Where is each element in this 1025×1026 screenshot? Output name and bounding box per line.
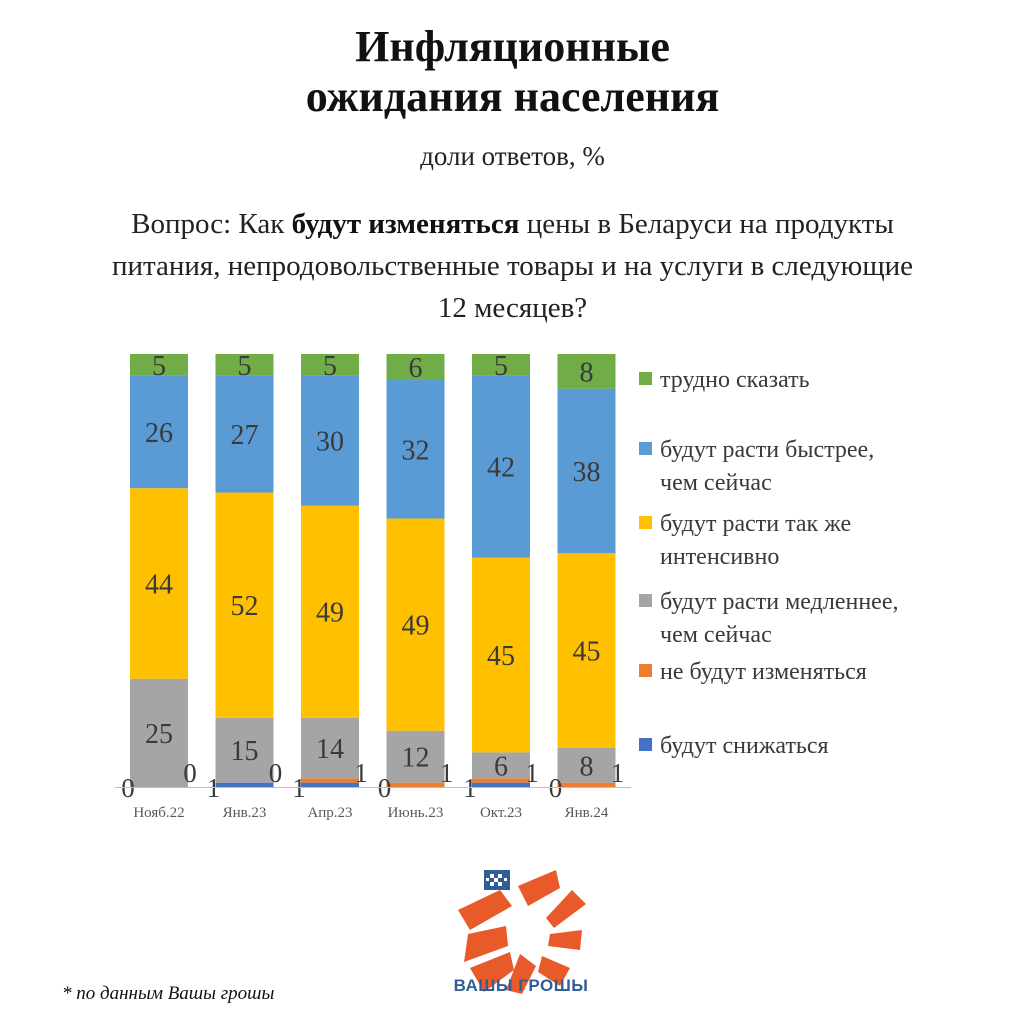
title-line-2: ожидания населения [305, 72, 720, 121]
bar-segment [301, 778, 359, 783]
logo-segment-7 [546, 890, 586, 928]
data-label: 25 [145, 719, 173, 750]
logo-text: ВАШЫ ГРОШЫ [453, 976, 589, 995]
legend-swatch [639, 738, 652, 751]
bar-segment [472, 752, 530, 779]
bar-segment [215, 354, 274, 376]
legend-label: будут расти так же интенсивно [660, 511, 851, 570]
bar-segment [472, 778, 530, 783]
bar-segment [301, 354, 359, 376]
data-label: 8 [580, 751, 594, 782]
logo-segment-8 [518, 870, 560, 906]
title-line-1: Инфляционные [355, 22, 670, 71]
logo-segment-4 [506, 954, 536, 994]
data-label: 32 [402, 435, 430, 466]
x-tick-label: Июнь.23 [388, 805, 444, 821]
legend-swatch [639, 442, 652, 455]
bar-segment [215, 717, 274, 783]
data-label-low: 1 [440, 758, 454, 788]
question-prefix: Вопрос: Как [131, 208, 292, 240]
bar-segment [215, 375, 274, 493]
data-label: 49 [316, 598, 344, 629]
data-label: 15 [231, 736, 259, 767]
bar-segment [386, 730, 445, 783]
data-label-low: 0 [269, 758, 283, 788]
legend-label: будут расти быстрее, чем сейчас [660, 437, 874, 496]
legend-label: не будут изменяться [660, 659, 867, 685]
source-footnote: * по данным Вашы грошы [62, 983, 275, 1004]
data-label: 14 [316, 734, 344, 765]
x-tick-label: Окт.23 [480, 805, 522, 821]
logo-segment-2 [464, 926, 508, 962]
question-bold: будут изменяться [291, 208, 520, 240]
bar-segment [215, 492, 274, 718]
data-label: 12 [402, 743, 430, 774]
x-tick-label: Апр.23 [307, 805, 352, 821]
bar-segment [301, 782, 359, 787]
logo-segment-1 [458, 890, 512, 930]
data-label: 45 [573, 637, 601, 668]
x-tick-label: Нояб.22 [133, 805, 184, 821]
legend-swatch [639, 516, 652, 529]
data-label: 45 [487, 641, 515, 672]
chart-subtitle: доли ответов, % [420, 141, 605, 171]
logo-segment-5 [538, 956, 570, 986]
bar-segment [557, 748, 616, 783]
bar-segment [386, 354, 445, 380]
bar-segment [386, 782, 445, 787]
data-label-low: 1 [611, 758, 625, 788]
data-label-low: 0 [183, 758, 197, 788]
bar-segment [301, 375, 359, 506]
chart-title: Инфляционные ожидания населения [0, 22, 1025, 122]
data-label: 38 [573, 457, 601, 488]
legend-label: будут расти медленнее, чем сейчас [660, 589, 898, 648]
bar-segment [557, 553, 616, 749]
bar-segment [386, 379, 445, 519]
legend-swatch [639, 594, 652, 607]
x-tick-label: Янв.23 [223, 805, 267, 821]
data-label: 5 [494, 351, 508, 382]
data-label: 5 [323, 351, 337, 382]
data-label: 5 [238, 351, 252, 382]
legend-swatch [639, 372, 652, 385]
bar-segment [386, 518, 445, 731]
data-label: 49 [402, 611, 430, 642]
bar-segment [557, 782, 616, 787]
data-label: 27 [231, 420, 259, 451]
legend-swatch [639, 664, 652, 677]
legend-label: будут снижаться [660, 733, 829, 759]
data-label: 5 [152, 351, 166, 382]
logo-segment-3 [470, 952, 514, 992]
bar-segment [130, 375, 188, 489]
data-label: 6 [409, 353, 423, 384]
data-label-low: 1 [354, 758, 368, 788]
bar-segment [472, 782, 530, 787]
data-label: 42 [487, 453, 515, 484]
survey-question: Вопрос: Как будут изменяться цены в Бела… [100, 203, 925, 329]
data-label: 30 [316, 427, 344, 458]
bar-segment [472, 375, 530, 558]
logo-segment-6 [548, 930, 582, 950]
bar-segment [557, 388, 616, 554]
question-suffix: цены в Беларуси на продукты питания, неп… [111, 208, 914, 324]
bar-segment [130, 488, 188, 679]
legend-label: трудно сказать [660, 367, 810, 393]
data-label: 52 [231, 591, 259, 622]
data-label: 6 [494, 751, 508, 782]
bar-segment [130, 354, 188, 376]
data-label-low: 1 [525, 758, 539, 788]
data-label: 8 [580, 357, 594, 388]
vashy-groshy-logo-icon [458, 870, 586, 994]
data-label: 44 [145, 569, 173, 600]
bar-segment [301, 505, 359, 718]
bar-segment [301, 717, 359, 779]
bar-segment [472, 354, 530, 376]
bar-segment [215, 782, 274, 787]
x-tick-label: Янв.24 [565, 805, 609, 821]
data-label: 26 [145, 418, 173, 449]
bar-segment [557, 354, 616, 389]
bar-segment [130, 678, 188, 787]
bar-segment [472, 557, 530, 753]
